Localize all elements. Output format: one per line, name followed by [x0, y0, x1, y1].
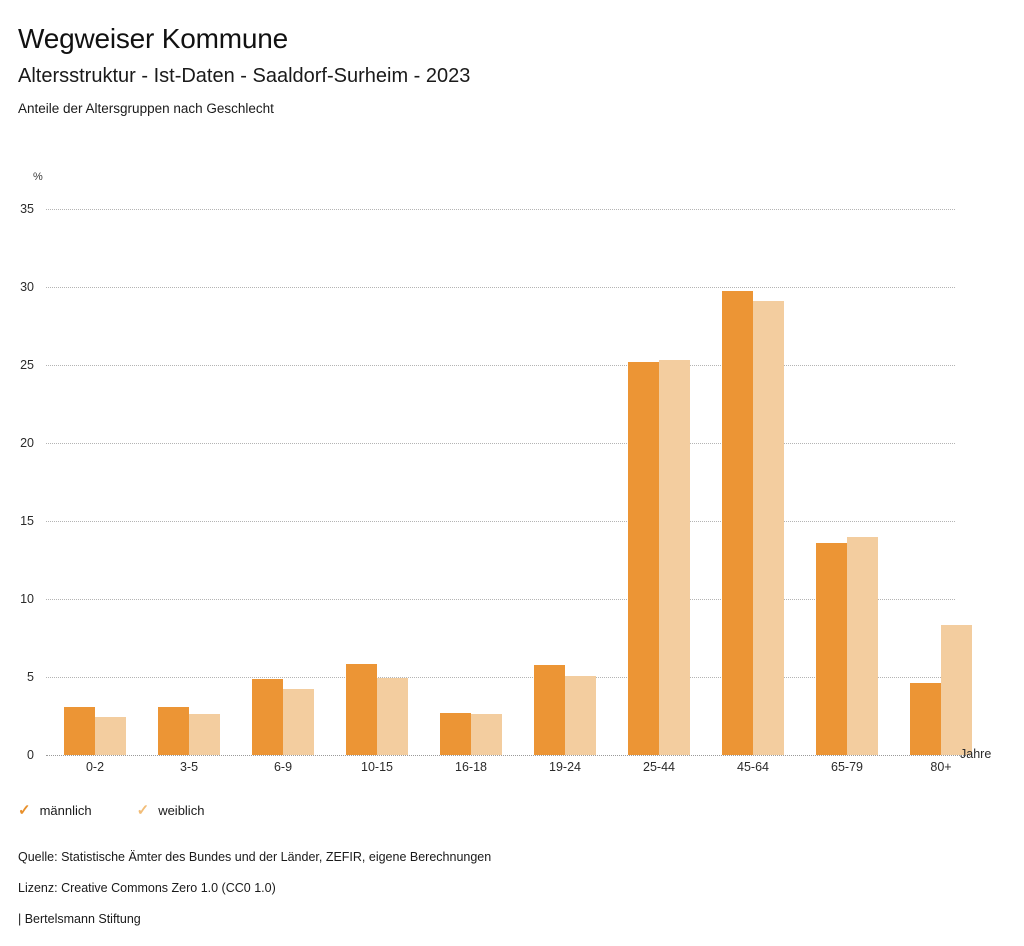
- chart-description: Anteile der Altersgruppen nach Geschlech…: [18, 101, 274, 116]
- check-icon: ✓: [18, 802, 31, 819]
- bar-männlich-16-18[interactable]: [440, 712, 471, 755]
- x-axis-tick-label: 25-44: [643, 760, 675, 774]
- y-axis-tick-label: 25: [20, 358, 34, 372]
- bar-weiblich-0-2[interactable]: [95, 716, 126, 755]
- bar-group: [252, 209, 316, 755]
- chart-footer: Quelle: Statistische Ämter des Bundes un…: [18, 842, 918, 935]
- bar-weiblich-45-64[interactable]: [753, 301, 784, 755]
- legend-label: männlich: [39, 803, 92, 818]
- bar-weiblich-6-9[interactable]: [283, 689, 314, 755]
- y-axis-tick-label: 0: [27, 748, 34, 762]
- x-axis-label: Jahre: [960, 747, 992, 761]
- plot-area: [64, 209, 974, 755]
- gridline: [46, 209, 955, 210]
- y-axis-tick-label: 30: [20, 280, 34, 294]
- gridline: [46, 599, 955, 600]
- bar-weiblich-19-24[interactable]: [565, 676, 596, 755]
- bar-weiblich-3-5[interactable]: [189, 714, 220, 755]
- license-text: Lizenz: Creative Commons Zero 1.0 (CC0 1…: [18, 881, 276, 895]
- x-axis-tick-label: 45-64: [737, 760, 769, 774]
- x-axis-tick-label: 6-9: [273, 760, 293, 774]
- y-axis-tick-label: 15: [20, 514, 34, 528]
- x-axis-tick-label: 10-15: [361, 760, 393, 774]
- x-axis-tick-label: 80+: [930, 760, 952, 774]
- bar-group: [722, 209, 786, 755]
- bar-männlich-80+[interactable]: [910, 683, 941, 755]
- y-axis-tick-label: 20: [20, 436, 34, 450]
- legend-item-weiblich[interactable]: ✓ weiblich: [137, 803, 205, 818]
- legend-item-männlich[interactable]: ✓ männlich: [18, 803, 92, 818]
- chart-legend: ✓ männlich ✓ weiblich: [18, 803, 249, 818]
- bar-männlich-0-2[interactable]: [64, 706, 95, 755]
- bar-group: [64, 209, 128, 755]
- bar-männlich-3-5[interactable]: [158, 706, 189, 755]
- y-axis-tick-label: 35: [20, 202, 34, 216]
- gridline: [46, 287, 955, 288]
- publisher-text: | Bertelsmann Stiftung: [18, 912, 141, 926]
- bar-männlich-25-44[interactable]: [628, 361, 659, 755]
- x-axis-tick-label: 16-18: [455, 760, 487, 774]
- bar-männlich-19-24[interactable]: [534, 664, 565, 755]
- bar-männlich-10-15[interactable]: [346, 663, 377, 755]
- x-axis-tick-label: 65-79: [831, 760, 863, 774]
- bar-group: [910, 209, 974, 755]
- chart-header: Wegweiser Kommune Altersstruktur - Ist-D…: [18, 0, 1008, 118]
- x-axis-tick-label: 3-5: [179, 760, 199, 774]
- bar-weiblich-16-18[interactable]: [471, 714, 502, 755]
- bar-weiblich-10-15[interactable]: [377, 677, 408, 755]
- source-text: Quelle: Statistische Ämter des Bundes un…: [18, 850, 492, 864]
- gridline: [46, 365, 955, 366]
- gridline: [46, 755, 972, 756]
- page-title: Wegweiser Kommune: [18, 23, 288, 54]
- y-axis-unit-label: %: [33, 171, 43, 183]
- bar-group: [346, 209, 410, 755]
- check-icon: ✓: [136, 802, 150, 819]
- bar-weiblich-80+[interactable]: [941, 624, 972, 755]
- bar-group: [816, 209, 880, 755]
- bar-weiblich-65-79[interactable]: [847, 536, 878, 755]
- bar-group: [440, 209, 504, 755]
- y-axis-tick-label: 5: [27, 670, 34, 684]
- legend-label: weiblich: [158, 803, 205, 818]
- bar-männlich-6-9[interactable]: [252, 678, 283, 755]
- gridline: [46, 443, 955, 444]
- y-axis-tick-label: 10: [20, 592, 34, 606]
- bar-weiblich-25-44[interactable]: [659, 360, 690, 755]
- chart-subtitle: Altersstruktur - Ist-Daten - Saaldorf-Su…: [18, 65, 471, 87]
- bar-chart: % 0 5 10 15 20 25 30 35 0-2 3-5 6-9 10-15 16-18 19-2…: [20, 171, 992, 774]
- x-axis-tick-label: 19-24: [549, 760, 581, 774]
- bar-group: [534, 209, 598, 755]
- gridline: [46, 521, 955, 522]
- bar-group: [158, 209, 222, 755]
- x-axis-tick-label: 0-2: [85, 760, 105, 774]
- bar-group: [628, 209, 692, 755]
- gridline: [46, 677, 955, 678]
- bar-männlich-65-79[interactable]: [816, 542, 847, 755]
- bar-männlich-45-64[interactable]: [722, 290, 753, 755]
